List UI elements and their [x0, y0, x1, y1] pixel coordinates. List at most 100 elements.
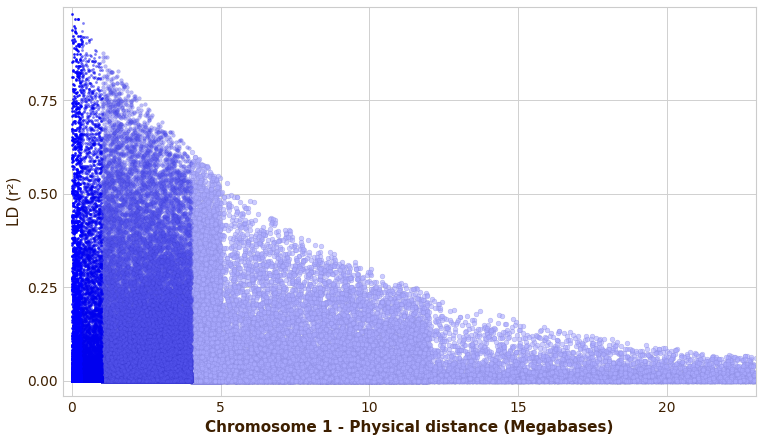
Point: [112, 377, 124, 384]
Point: [301, 355, 314, 362]
Point: [72, 374, 84, 381]
Point: [136, 289, 148, 296]
Point: [89, 194, 101, 201]
Point: [281, 376, 293, 383]
Point: [175, 377, 188, 384]
Point: [89, 377, 101, 384]
Point: [86, 376, 98, 383]
Point: [192, 285, 204, 292]
Point: [158, 376, 170, 383]
Point: [79, 377, 91, 384]
Point: [146, 366, 158, 373]
Point: [108, 374, 120, 381]
Point: [707, 375, 719, 382]
Point: [98, 376, 111, 383]
Point: [72, 375, 84, 382]
Point: [408, 336, 420, 343]
Point: [153, 262, 165, 269]
Point: [141, 377, 153, 384]
Point: [266, 375, 278, 382]
Point: [243, 358, 256, 365]
Point: [211, 376, 224, 383]
Point: [68, 377, 80, 384]
Point: [68, 281, 80, 288]
Point: [179, 364, 191, 371]
Point: [147, 376, 159, 383]
Point: [319, 349, 331, 356]
Point: [117, 375, 129, 382]
Point: [253, 305, 266, 312]
Point: [726, 377, 738, 384]
Point: [90, 375, 102, 382]
Point: [294, 377, 306, 384]
Point: [136, 376, 148, 383]
Point: [92, 373, 104, 381]
Point: [359, 373, 372, 380]
Point: [315, 375, 327, 382]
Point: [138, 370, 150, 377]
Point: [67, 377, 79, 384]
Point: [129, 376, 141, 383]
Point: [269, 371, 282, 378]
Point: [409, 352, 421, 359]
Point: [197, 377, 209, 384]
Point: [338, 376, 350, 383]
Point: [451, 376, 463, 383]
Point: [74, 377, 86, 384]
Point: [101, 377, 114, 384]
Point: [220, 267, 232, 274]
Point: [69, 375, 82, 382]
Point: [69, 332, 82, 339]
Point: [78, 376, 90, 383]
Point: [452, 376, 464, 383]
Point: [82, 377, 94, 384]
Point: [412, 377, 424, 384]
Point: [153, 377, 165, 384]
Point: [678, 375, 690, 382]
Point: [69, 321, 82, 328]
Point: [111, 373, 124, 381]
Point: [119, 377, 131, 384]
Point: [146, 248, 158, 255]
Point: [137, 376, 150, 383]
Point: [345, 377, 357, 384]
Point: [94, 377, 106, 384]
Point: [70, 376, 82, 383]
Point: [390, 376, 402, 383]
Point: [94, 377, 106, 384]
Point: [121, 314, 134, 321]
Point: [69, 375, 81, 382]
Point: [263, 377, 275, 384]
Point: [66, 154, 79, 161]
Point: [125, 334, 137, 341]
Point: [98, 376, 110, 383]
Point: [93, 377, 105, 384]
Point: [469, 339, 481, 346]
Point: [147, 373, 159, 381]
Point: [131, 371, 143, 378]
Point: [147, 373, 159, 380]
Point: [379, 318, 391, 325]
Point: [166, 362, 179, 369]
Point: [69, 375, 82, 382]
Point: [124, 375, 137, 382]
Point: [130, 313, 142, 320]
Point: [382, 376, 394, 383]
Point: [158, 376, 170, 383]
Point: [385, 374, 398, 381]
Point: [114, 377, 126, 384]
Point: [121, 370, 133, 377]
Point: [70, 339, 82, 346]
Point: [101, 339, 113, 346]
Point: [136, 352, 148, 359]
Point: [370, 377, 382, 384]
Point: [137, 372, 150, 379]
Point: [146, 376, 159, 383]
Point: [89, 377, 101, 384]
Point: [426, 377, 438, 384]
Point: [109, 376, 121, 383]
Point: [153, 353, 166, 360]
Point: [98, 115, 110, 122]
Point: [361, 371, 373, 378]
Point: [523, 377, 535, 384]
